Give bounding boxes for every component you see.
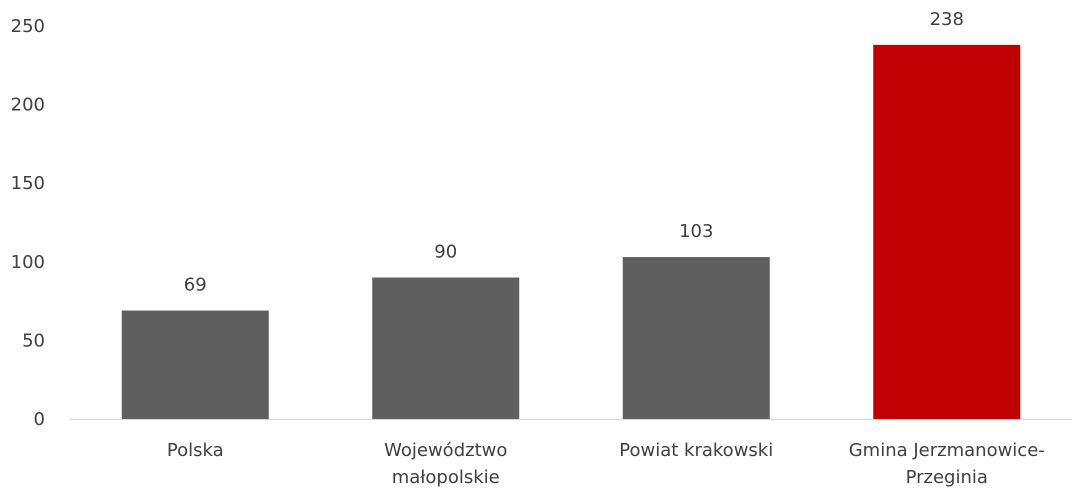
y-tick-label: 50 [22, 330, 45, 351]
data-label: 69 [184, 275, 207, 296]
data-label: 238 [930, 9, 964, 30]
bars-group [121, 44, 1021, 419]
x-tick-label: Przeginia [906, 467, 988, 488]
x-tick-label: małopolskie [392, 467, 500, 488]
bar [121, 310, 269, 419]
x-tick-label: Polska [167, 440, 224, 461]
x-tick-label: Powiat krakowski [619, 440, 773, 461]
y-tick-label: 200 [11, 95, 45, 116]
data-labels-group: 69 90 103 238 [184, 9, 964, 296]
bar [372, 277, 520, 419]
x-tick-label: Województwo [384, 440, 507, 461]
x-tick-label: Gmina Jerzmanowice- [849, 440, 1045, 461]
category-labels-group: Polska Województwo małopolskie Powiat krako… [167, 440, 1045, 488]
bar [873, 44, 1021, 419]
y-tick-label: 250 [11, 16, 45, 37]
bar [622, 257, 770, 419]
data-label: 90 [434, 242, 457, 263]
y-tick-label: 150 [11, 173, 45, 194]
y-tick-label: 0 [34, 409, 45, 430]
y-axis-ticks: 0 50 100 150 200 250 [11, 16, 45, 430]
data-label: 103 [679, 221, 713, 242]
y-tick-label: 100 [11, 252, 45, 273]
